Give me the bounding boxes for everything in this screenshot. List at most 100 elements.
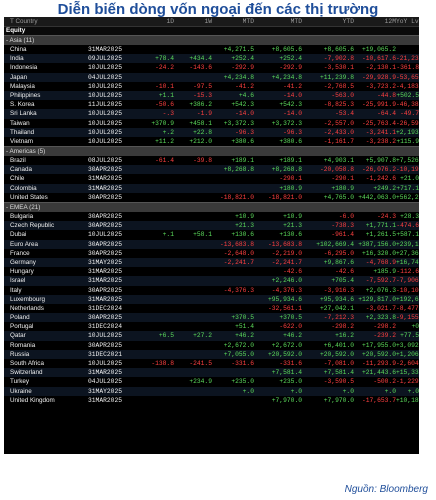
table-row[interactable]: Qatar 10JUL2025 +6.5 +27.2 +46.2 +46.2 +16.2 -2… [4,331,419,341]
table-row[interactable]: Euro Area 30APR2025 -13,683.8 -13,683.8 +102… [4,239,419,249]
col-mtd-header[interactable]: MTD [242,18,254,25]
flow-value: +387,156.0 [358,240,396,248]
table-row[interactable]: Israel 31MAR2025 +2,246.0 +705.4 -7,592.7 -7,… [4,276,419,286]
col-ytd-header[interactable]: YTD [342,18,354,25]
flow-value: +.0 [290,387,302,395]
as-of-date: 31MAR2025 [88,175,123,183]
col-country-header[interactable]: T Country [10,18,38,25]
as-of-date: 09JUL2025 [88,55,123,63]
as-of-date: 31MAR2025 [88,46,123,53]
flow-value: +27,363.0 [396,249,419,257]
bloomberg-terminal-table: T Country 1D 1W MTD MTD YTD 12M YoY Lvl … [4,17,419,454]
as-of-date: 30APR2025 [88,213,123,220]
table-row[interactable]: Brazil 08JUL2025 -61.4 -39.8 +189.1 +189.1 +4,… [4,156,419,165]
table-row[interactable]: Switzerland 31MAR2025 +7,581.4 +7,581.4 +21,… [4,368,419,378]
flow-value: -4,376.3 [223,286,254,294]
flow-value: +10,185.1 [396,396,419,404]
flow-value: +180.9 [331,184,354,192]
table-row[interactable]: China 31MAR2025 +4,271.5 +8,605.6 +8,605.6 +1… [4,45,419,54]
as-of-date: 10JUL2025 [88,128,123,136]
flow-value: -292.9 [279,64,302,72]
country-name: United States [10,193,48,201]
table-row[interactable]: Taiwan 10JUL2025 +370.9 +458.1 +3,372.3 +3,37… [4,119,419,128]
page-title: Diễn biến dòng vốn ngoại đến các thị trư… [57,1,379,18]
table-row[interactable]: S. Korea 11JUL2025 -50.6 +386.2 +542.3 +542.3… [4,100,419,109]
table-row[interactable]: Colombia 31MAR2025 +180.9 +180.9 +249.2 +717.… [4,183,419,193]
col-1w-header[interactable]: 1W [204,18,212,25]
table-row[interactable]: Romania 30APR2025 +2,672.0 +2,672.0 +6,401.0… [4,341,419,350]
table-row[interactable]: Sri Lanka 10JUL2025 -.3 -1.9 -14.0 -14.0 -53.4… [4,109,419,119]
flow-value: -2,648.0 [223,249,254,257]
table-row[interactable]: Vietnam 10JUL2025 +11.2 +212.0 +380.6 +380.6 -… [4,137,419,146]
table-row[interactable]: Russia 31DEC2021 +7,055.0 +20,592.0 +20,592.… [4,349,419,359]
table-row[interactable]: Netherlands 31DEC2024 -32,561.1 +27,042.1 -3… [4,304,419,313]
flow-value: +4,271.5 [223,46,254,53]
flow-value: -15.3 [193,91,212,99]
flow-value: -18,821.0 [267,193,302,201]
flow-value: +1,261.5 [365,231,396,239]
flow-value: +16,320.0 [361,249,396,257]
country-name: Ukraine [10,387,32,395]
as-of-date: 31MAR2025 [88,396,123,404]
country-name: India [10,55,24,63]
section-header[interactable]: - Asia (11) [4,35,419,45]
country-name: Germany [10,258,36,266]
table-row[interactable]: Chile 31MAR2025 -290.1 -290.1 -1,242.6 +21.0 [4,174,419,183]
flow-value: +1,206.0 [396,350,419,358]
flow-value: +46.2 [283,332,302,340]
table-row[interactable]: Germany 31MAY2025 -2,241.7 -2,241.7 +9,867.6… [4,257,419,268]
table-row[interactable]: Poland 30APR2025 +370.5 +370.5 -7,212.3 +2,32… [4,313,419,323]
table-row[interactable]: Malaysia 10JUL2025 -10.1 -97.5 -41.2 -41.2 -2,… [4,82,419,91]
flow-value: -7,592.7 [365,277,396,285]
table-row[interactable]: India 09JUL2025 +78.4 +434.4 +252.4 +252.4 -7,… [4,54,419,64]
table-row[interactable]: Luxembourg 31MAR2025 +95,934.6 +95,934.6 +12… [4,294,419,304]
table-row[interactable]: Portugal 31DEC2024 +51.4 -622.0 -298.2 -298.2… [4,322,419,331]
table-row[interactable]: Indonesia 10JUL2025 -24.2 -143.6 -292.9 -292.… [4,63,419,72]
flow-value: +8,268.8 [223,166,254,174]
flow-value: +16,747.7 [396,258,419,266]
table-row[interactable]: United Kingdom 31MAR2025 +7,970.0 +7,970.0-… [4,396,419,405]
table-row[interactable]: Turkey 04JUL2025 +234.9 +235.0 +235.0 -3,590.… [4,377,419,386]
flow-value: -298.2 [373,323,396,331]
flow-value: +2,323.8 [365,314,396,322]
table-row[interactable]: Japan 04JUL2025 +4,234.8 +4,234.8 +11,239.8-… [4,72,419,82]
col-yoy-header[interactable]: YoY Lvl [396,18,419,25]
flow-value: +58.1 [193,231,212,239]
table-row[interactable]: Philippines 10JUL2025 +1.1 -15.3 +4.6 -14.0 -5… [4,90,419,101]
flow-value: -44.8 [377,91,396,99]
table-row[interactable]: United States 30APR2025 -18,821.0 -18,821.0… [4,193,419,202]
flow-value: -298.2 [331,323,354,331]
table-row[interactable]: France 30APR2025 -2,648.0 -2,219.0 -6,295.0 +… [4,249,419,258]
flow-value: +8,268.8 [271,166,302,174]
flow-value: +11.2 [155,137,174,145]
table-row[interactable]: Canada 30APR2025 +8,268.8 +8,268.8 -20,058.8… [4,165,419,175]
flow-value: +458.1 [189,119,212,127]
section-header[interactable]: - EMEA (21) [4,202,419,212]
table-row[interactable]: South Africa 10JUL2025 -138.8 -241.5 -331.6 -… [4,359,419,368]
table-row[interactable]: Dubai 10JUL2025 +.1 +58.1 +130.6 +130.6 -961.4… [4,230,419,239]
flow-value: +370.5 [231,314,254,322]
col-1d-header[interactable]: 1D [166,18,174,25]
flow-value: +380.6 [279,137,302,145]
col-mtd2-header[interactable]: MTD [290,18,302,25]
flow-value: +78.4 [155,55,174,63]
as-of-date: 10JUL2025 [88,119,123,127]
flow-value: -13,683.8 [219,240,254,248]
flow-value: -26,076.2 [361,166,396,174]
table-row[interactable]: Czech Republic 30APR2025 +21.3 +21.3 -738.3 +… [4,221,419,231]
flow-value: +130.6 [279,231,302,239]
flow-value: -2,768.5 [323,82,354,90]
flow-value: +28.3 [400,213,419,220]
country-name: China [10,46,27,53]
table-row[interactable]: Bulgaria 30APR2025 +10.9 +10.9 -6.0 -24.3 +28.… [4,212,419,221]
table-row[interactable]: Ukraine 31MAY2025 +.0 +.0 +.0 +.0 +.0 [4,386,419,396]
table-row[interactable]: Hungary 31MAR2025 -42.6 -42.6 +185.9 -112.6 [4,267,419,276]
table-row[interactable]: Italy 30APR2025 -4,376.3 -4,376.3 -3,916.3 +2… [4,286,419,295]
flow-value: -6.0 [338,213,354,220]
section-header[interactable]: - Americas (5) [4,146,419,157]
col-12m-header[interactable]: 12M [384,18,396,25]
table-row[interactable]: Thailand 10JUL2025 +.2 +22.8 -96.3 -96.3 -2,43… [4,127,419,137]
flow-value: +15,336.0 [396,369,419,377]
flow-value: -49.7 [400,110,419,118]
country-name: Philippines [10,91,41,99]
